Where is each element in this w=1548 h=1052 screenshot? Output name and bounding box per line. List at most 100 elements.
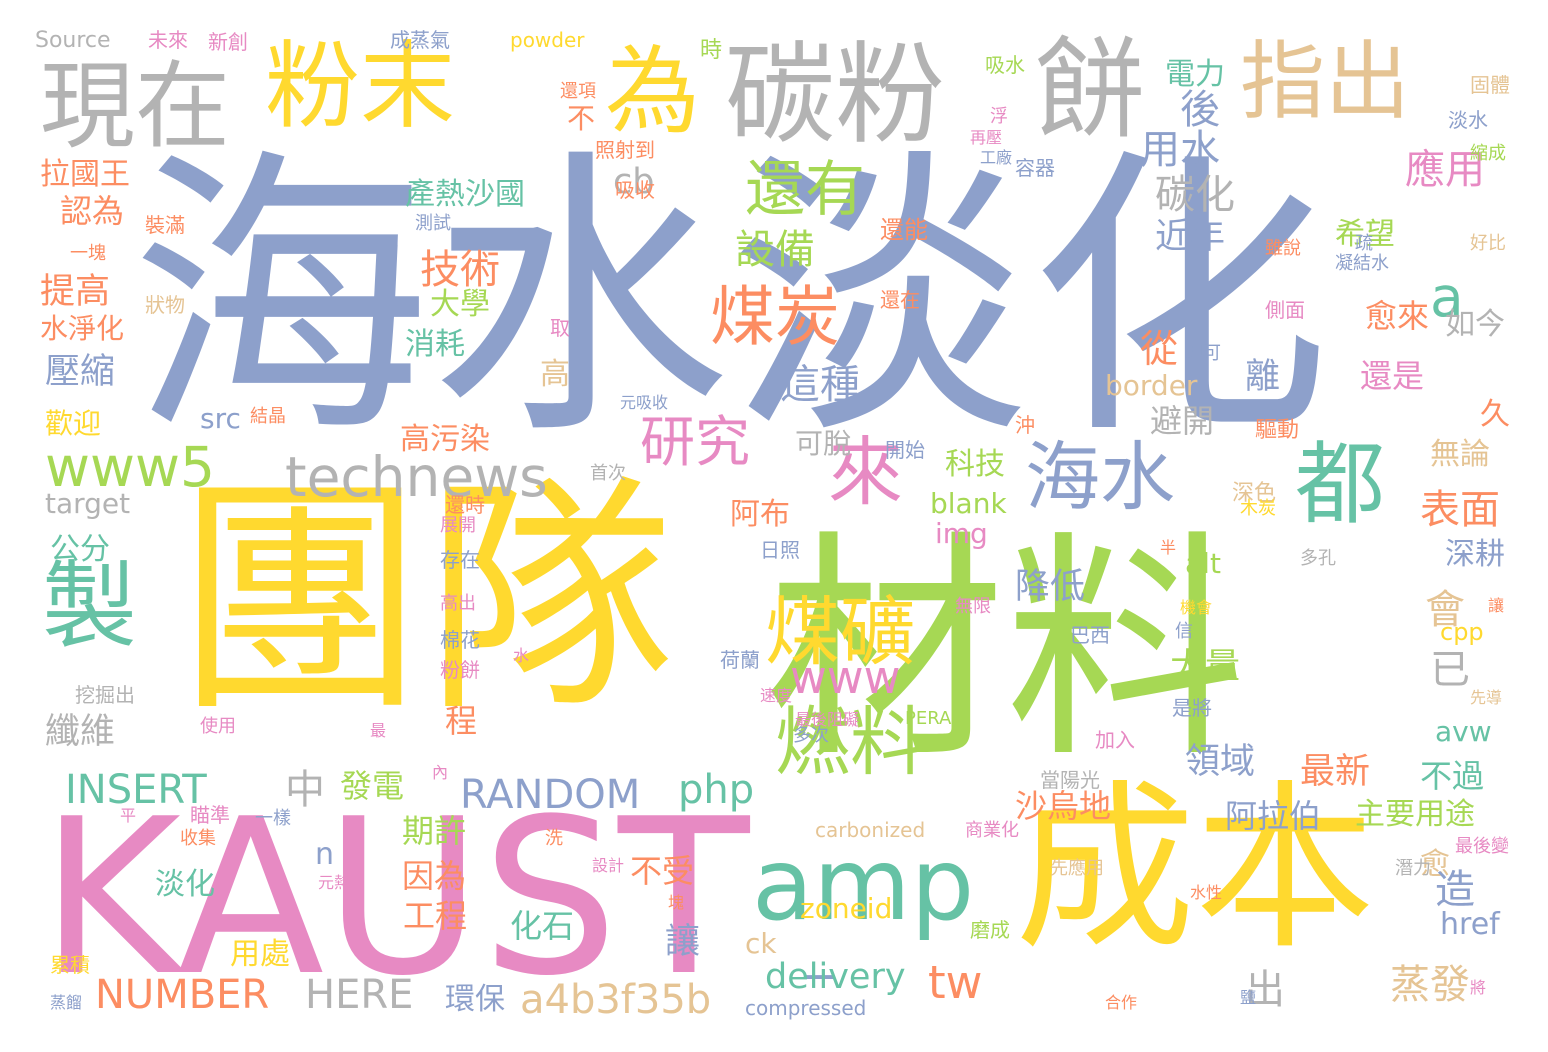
cloud-word: 還有	[745, 155, 865, 225]
cloud-word: 還在	[880, 288, 920, 312]
cloud-word: 水	[513, 646, 530, 665]
cloud-word: KAUST	[40, 772, 750, 1023]
cloud-word: 會	[1425, 587, 1465, 633]
cloud-word: 程	[445, 702, 478, 740]
cloud-word: 最新	[1300, 752, 1371, 792]
cloud-word: 凝結水	[1335, 253, 1389, 274]
cloud-word: 浮	[990, 106, 1008, 127]
cloud-word: technews	[285, 445, 548, 509]
cloud-word: 蒸餾	[50, 993, 83, 1012]
cloud-word: 水性	[1190, 883, 1223, 902]
cloud-word: 先應用	[1050, 858, 1104, 879]
cloud-word: 最後阻礙	[795, 710, 860, 729]
cloud-word: 團隊	[175, 454, 675, 745]
cloud-word: 深耕	[1445, 537, 1505, 572]
cloud-word: 荷蘭	[720, 648, 760, 672]
cloud-word: 降低	[1015, 567, 1086, 607]
cloud-word: 測試	[415, 213, 451, 234]
cloud-word: 煤礦	[765, 588, 916, 676]
cloud-word: 未來	[148, 28, 188, 52]
cloud-word: 粉餅	[440, 658, 480, 682]
cloud-word: 蒸發	[1390, 962, 1470, 1008]
cloud-word: 疏	[1355, 233, 1373, 254]
cloud-word: 無論	[1430, 437, 1490, 472]
cloud-word: border	[1105, 369, 1198, 402]
cloud-word: 將	[1470, 978, 1487, 997]
cloud-word: compressed	[745, 996, 867, 1020]
cloud-word: 消耗	[405, 327, 465, 362]
cloud-word: 設計	[592, 856, 625, 875]
cloud-word: 還時	[445, 493, 485, 517]
cloud-word: 發電	[340, 767, 405, 805]
cloud-word: 避開	[1150, 402, 1215, 440]
cloud-word: 水淨化	[40, 312, 125, 345]
cloud-word: 環保	[445, 982, 505, 1017]
cloud-word: a	[1430, 265, 1464, 329]
cloud-word: 無限	[955, 596, 991, 617]
cloud-word: 認為	[60, 192, 125, 230]
cloud-word: 歡迎	[45, 407, 102, 440]
cloud-word: 碳粉	[725, 31, 945, 159]
cloud-word: 再壓	[970, 128, 1003, 147]
cloud-word: 從	[1140, 327, 1179, 371]
cloud-word: tw	[928, 956, 983, 1009]
cloud-word: 鹽	[1240, 988, 1257, 1007]
cloud-word: HERE	[305, 972, 414, 1018]
cloud-word: 固體	[1470, 73, 1510, 97]
cloud-word: 狀物	[145, 293, 185, 317]
cloud-word: 木炭	[1240, 498, 1276, 519]
cloud-word: 使用	[200, 716, 236, 737]
cloud-word: 海水	[1025, 433, 1176, 521]
cloud-word: NUMBER	[95, 972, 270, 1018]
cloud-word: 側面	[1265, 298, 1305, 322]
cloud-word: 碳化	[1155, 172, 1235, 218]
cloud-word: 如今	[1445, 307, 1505, 342]
cloud-word: 主要用途	[1355, 797, 1475, 832]
cloud-word: Source	[35, 28, 111, 53]
cloud-word: 沖	[1015, 413, 1035, 437]
cloud-word: 瞄準	[190, 803, 230, 827]
cloud-word: 壓縮	[45, 352, 116, 392]
cloud-word: 是將	[1172, 696, 1212, 720]
cloud-word: 存在	[440, 548, 480, 572]
cloud-word: 收集	[180, 828, 216, 849]
cloud-word: 縮成	[1470, 143, 1506, 164]
cloud-word: 出	[1245, 967, 1285, 1013]
cloud-word: alt	[1185, 547, 1221, 580]
cloud-word: 纖維	[45, 712, 116, 752]
cloud-word: www	[790, 651, 901, 704]
cloud-word: 多孔	[1300, 548, 1336, 569]
cloud-word: 磨成	[970, 918, 1010, 942]
cloud-word: 用處	[230, 937, 290, 972]
cloud-word: blank	[930, 487, 1007, 520]
cloud-word: carbonized	[815, 818, 926, 842]
cloud-word: 結晶	[250, 406, 286, 427]
cloud-word: 製	[42, 552, 138, 662]
cloud-word: target	[45, 487, 131, 520]
cloud-word: 用水	[1140, 127, 1220, 173]
cloud-word: 還是	[1360, 357, 1425, 395]
cloud-word: 電力	[1165, 57, 1225, 92]
cloud-word: php	[678, 767, 755, 813]
cloud-word: 來	[828, 428, 904, 516]
cloud-word: 高污染	[400, 422, 490, 457]
cloud-word: 指出	[1240, 33, 1411, 132]
cloud-word: 洗	[545, 828, 563, 849]
cloud-word: zoneid	[800, 892, 893, 925]
cloud-word: 新創	[208, 30, 248, 54]
cloud-word: 成蒸氣	[390, 28, 450, 52]
cloud-word: 公分	[50, 532, 110, 567]
cloud-word: 吸收	[615, 178, 655, 202]
cloud-word: 元吸收	[620, 393, 669, 412]
cloud-word: 造	[1435, 867, 1475, 913]
cloud-word: 潛力	[1395, 858, 1431, 879]
cloud-word: cb	[613, 162, 655, 202]
cloud-word: 開始	[885, 438, 925, 462]
cloud-word: 展開	[440, 515, 476, 536]
cloud-word: 阿布	[730, 497, 790, 532]
cloud-word: 裝滿	[145, 213, 185, 237]
cloud-word: 希望	[1335, 217, 1395, 252]
cloud-word: 可脫	[795, 427, 852, 460]
cloud-word: 即可	[1185, 343, 1221, 364]
cloud-word: 合作	[1105, 993, 1138, 1012]
